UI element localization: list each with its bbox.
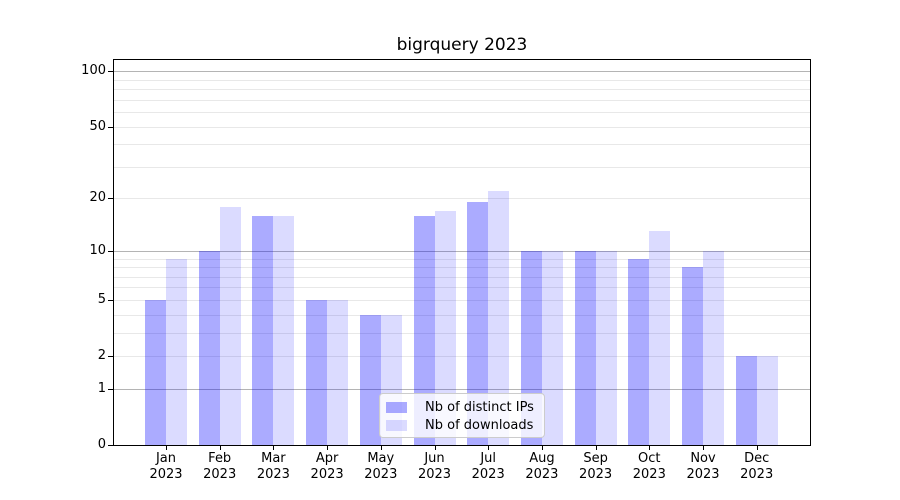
legend: Nb of distinct IPs Nb of downloads	[379, 393, 545, 438]
legend-swatch-downloads	[386, 419, 407, 431]
bar-downloads-dec	[756, 356, 778, 445]
x-tick-mark	[649, 446, 651, 450]
x-tick-label: Jul 2023	[471, 451, 505, 482]
x-tick-mark	[327, 446, 329, 450]
y-tick-mark	[108, 71, 113, 73]
x-tick-label: May 2023	[364, 451, 398, 482]
gridline-minor	[114, 287, 810, 289]
bar-distinct-ips-apr	[306, 299, 328, 445]
legend-label-downloads: Nb of downloads	[425, 417, 534, 433]
bar-distinct-ips-jun	[413, 215, 435, 445]
gridline-minor	[114, 89, 810, 91]
gridline-minor	[114, 258, 810, 260]
plot-area: Nb of distinct IPs Nb of downloads	[113, 59, 811, 446]
gridline-major	[114, 250, 810, 252]
y-tick-label: 1	[97, 380, 106, 396]
gridline-minor	[114, 166, 810, 168]
x-tick-label: Dec 2023	[740, 451, 774, 482]
x-tick-mark	[756, 446, 758, 450]
bar-distinct-ips-jan	[145, 299, 166, 445]
bar-distinct-ips-dec	[735, 356, 757, 445]
x-tick-mark	[434, 446, 436, 450]
x-tick-mark	[595, 446, 597, 450]
bar-distinct-ips-mar	[252, 215, 274, 445]
x-tick-label: Apr 2023	[310, 451, 344, 482]
x-tick-mark	[273, 446, 275, 450]
bar-downloads-jul	[488, 191, 510, 445]
gridline-minor	[114, 112, 810, 114]
y-tick-mark	[108, 250, 113, 252]
legend-label-distinct-ips: Nb of distinct IPs	[425, 399, 534, 415]
y-tick-label: 50	[89, 118, 106, 134]
chart-title: bigrquery 2023	[396, 35, 528, 55]
x-tick-label: Nov 2023	[686, 451, 720, 482]
y-tick-mark	[108, 388, 113, 390]
x-tick-mark	[541, 446, 543, 450]
bar-distinct-ips-feb	[198, 250, 220, 445]
bar-distinct-ips-sep	[574, 250, 596, 445]
bar-downloads-jan	[166, 258, 187, 445]
bar-downloads-nov	[703, 250, 724, 445]
y-tick-mark	[108, 126, 113, 128]
bar-distinct-ips-oct	[628, 258, 650, 445]
y-tick-label: 5	[97, 291, 106, 307]
bar-downloads-oct	[649, 231, 671, 445]
y-tick-mark	[108, 445, 113, 446]
gridline-minor	[114, 79, 810, 81]
legend-item-distinct-ips: Nb of distinct IPs	[386, 398, 544, 416]
x-tick-mark	[488, 446, 490, 450]
x-tick-label: Jun 2023	[417, 451, 452, 482]
x-tick-label: Aug 2023	[525, 451, 559, 482]
bar-downloads-mar	[273, 215, 295, 445]
x-tick-label: Mar 2023	[256, 451, 290, 482]
gridline-minor	[114, 332, 810, 334]
bar-downloads-feb	[219, 206, 241, 445]
x-tick-label: Jan 2023	[149, 451, 183, 482]
y-tick-label: 20	[89, 190, 106, 206]
y-tick-label: 10	[89, 242, 106, 258]
x-tick-mark	[166, 446, 167, 450]
gridline-major	[114, 71, 810, 73]
gridline-minor	[114, 276, 810, 278]
y-tick-label: 0	[97, 437, 106, 452]
gridline-minor	[114, 99, 810, 101]
bar-downloads-jun	[434, 210, 456, 445]
x-tick-label: Oct 2023	[632, 451, 666, 482]
gridline-minor	[114, 299, 810, 301]
gridline-minor	[114, 198, 810, 200]
legend-item-downloads: Nb of downloads	[386, 416, 544, 434]
y-tick-mark	[108, 198, 113, 200]
x-tick-mark	[703, 446, 704, 450]
gridline-minor	[114, 356, 810, 358]
bar-distinct-ips-may	[359, 314, 381, 445]
x-tick-mark	[219, 446, 221, 450]
bar-downloads-aug	[541, 250, 563, 445]
y-tick-mark	[108, 356, 113, 358]
x-tick-mark	[380, 446, 382, 450]
gridline-minor	[114, 314, 810, 316]
bar-downloads-sep	[595, 250, 617, 445]
gridline-minor	[114, 144, 810, 146]
gridline-minor	[114, 267, 810, 269]
gridline-minor	[114, 126, 810, 128]
bar-distinct-ips-nov	[682, 267, 703, 445]
x-tick-label: Feb 2023	[203, 451, 237, 482]
y-tick-label: 2	[97, 348, 106, 364]
y-tick-mark	[108, 299, 113, 301]
gridline-major	[114, 388, 810, 390]
y-tick-label: 100	[81, 63, 106, 79]
x-tick-label: Sep 2023	[579, 451, 613, 482]
bar-downloads-apr	[327, 299, 349, 445]
bar-distinct-ips-jul	[467, 202, 489, 445]
legend-swatch-distinct-ips	[386, 401, 407, 413]
